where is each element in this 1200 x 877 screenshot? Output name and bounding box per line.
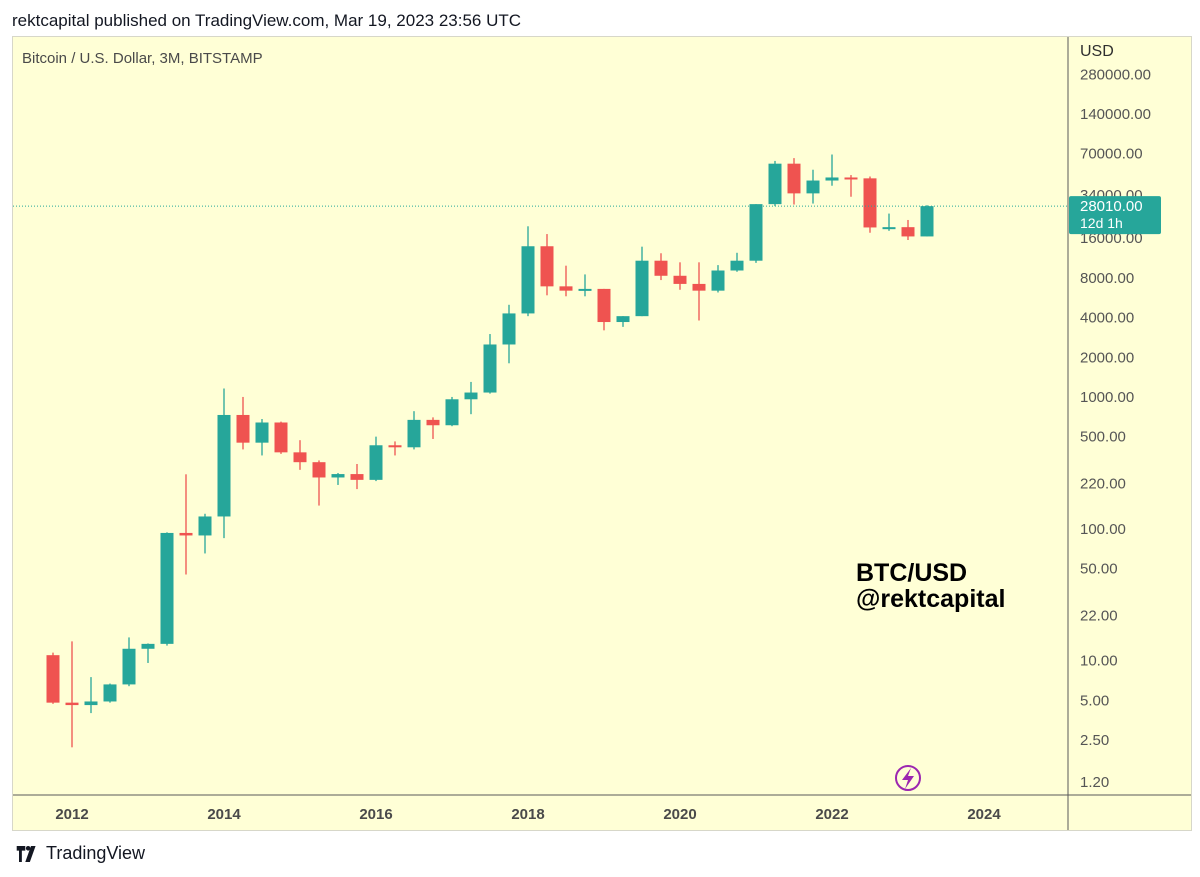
publication-header: rektcapital published on TradingView.com… [12, 11, 522, 30]
candle-body-bullish[interactable] [369, 445, 383, 480]
y-tick-label: 70000.00 [1080, 146, 1143, 163]
candle-body-bearish[interactable] [692, 283, 706, 291]
candle-body-bullish[interactable] [407, 419, 421, 448]
chart-area[interactable] [12, 36, 1192, 831]
candle-body-bullish[interactable] [882, 227, 896, 230]
y-tick-label: 10.00 [1080, 653, 1118, 670]
candle-body-bullish[interactable] [502, 313, 516, 345]
candle-body-bullish[interactable] [217, 414, 231, 517]
candle-body-bullish[interactable] [445, 399, 459, 426]
y-tick-label: 100.00 [1080, 521, 1126, 538]
candle-body-bullish[interactable] [749, 204, 763, 261]
candle-body-bullish[interactable] [198, 516, 212, 536]
candle-body-bullish[interactable] [521, 246, 535, 314]
candle-body-bearish[interactable] [236, 414, 250, 443]
candle-body-bearish[interactable] [274, 422, 288, 453]
y-tick-label: 2.50 [1080, 732, 1109, 749]
lightning-icon-bolt [902, 768, 914, 789]
y-tick-label: 1.20 [1080, 774, 1109, 791]
current-price-label: 28010.00 [1080, 198, 1143, 215]
y-tick-label: 22.00 [1080, 607, 1118, 624]
y-tick-label: 8000.00 [1080, 270, 1134, 287]
y-tick-label: 2000.00 [1080, 349, 1134, 366]
candle-body-bullish[interactable] [464, 392, 478, 400]
candle-body-bearish[interactable] [559, 286, 573, 291]
symbol-legend[interactable]: Bitcoin / U.S. Dollar, 3M, BITSTAMP [22, 50, 263, 67]
candle-body-bullish[interactable] [768, 163, 782, 205]
lightning-icon-ring [895, 765, 921, 791]
x-tick-label: 2016 [359, 806, 392, 823]
tradingview-logo-icon [16, 845, 36, 862]
candle-body-bullish[interactable] [711, 270, 725, 291]
candle-body-bullish[interactable] [825, 177, 839, 181]
x-tick-label: 2018 [511, 806, 544, 823]
candle-body-bearish[interactable] [388, 445, 402, 448]
price-axis-currency: USD [1080, 43, 1114, 60]
candle-body-bullish[interactable] [920, 206, 934, 237]
candles-layer [46, 154, 934, 748]
candle-body-bearish[interactable] [179, 532, 193, 536]
y-tick-label: 220.00 [1080, 476, 1126, 493]
candle-body-bearish[interactable] [426, 419, 440, 426]
candle-body-bullish[interactable] [122, 648, 136, 685]
x-tick-label: 2024 [967, 806, 1001, 823]
axes-layer: 280000.00140000.0070000.0034000.0016000.… [13, 37, 1191, 830]
candle-body-bearish[interactable] [901, 227, 915, 237]
candle-body-bullish[interactable] [84, 701, 98, 706]
y-tick-label: 16000.00 [1080, 230, 1143, 247]
candle-body-bullish[interactable] [160, 532, 174, 644]
x-tick-label: 2022 [815, 806, 848, 823]
candle-body-bearish[interactable] [863, 178, 877, 228]
x-tick-label: 2014 [207, 806, 241, 823]
candle-body-bearish[interactable] [312, 462, 326, 478]
candle-body-bearish[interactable] [654, 260, 668, 276]
candle-body-bullish[interactable] [616, 316, 630, 323]
candle-body-bullish[interactable] [483, 344, 497, 393]
y-tick-label: 50.00 [1080, 560, 1118, 577]
lightning-icon[interactable] [895, 765, 921, 791]
x-tick-label: 2020 [663, 806, 696, 823]
candle-body-bullish[interactable] [331, 474, 345, 478]
brand-name: TradingView [46, 843, 146, 863]
candle-body-bearish[interactable] [350, 474, 364, 480]
annotation-pair: BTC/USD [856, 559, 967, 587]
y-tick-label: 280000.00 [1080, 66, 1151, 83]
candle-body-bullish[interactable] [141, 643, 155, 649]
tradingview-brand[interactable]: TradingView [14, 843, 145, 864]
candle-body-bullish[interactable] [578, 288, 592, 291]
y-tick-label: 1000.00 [1080, 389, 1134, 406]
candle-body-bearish[interactable] [787, 163, 801, 194]
candle-body-bullish[interactable] [730, 260, 744, 271]
y-tick-label: 5.00 [1080, 692, 1109, 709]
candle-body-bearish[interactable] [293, 452, 307, 463]
current-price-badge[interactable] [1069, 196, 1161, 235]
x-tick-label: 2012 [55, 806, 88, 823]
candle-body-bearish[interactable] [65, 702, 79, 706]
candle-body-bearish[interactable] [597, 288, 611, 323]
candle-body-bearish[interactable] [46, 655, 60, 703]
y-tick-label: 4000.00 [1080, 310, 1134, 327]
candle-body-bullish[interactable] [103, 684, 117, 702]
candle-body-bullish[interactable] [806, 180, 820, 194]
candle-body-bullish[interactable] [635, 260, 649, 317]
candle-body-bearish[interactable] [844, 177, 858, 180]
candle-body-bearish[interactable] [540, 246, 554, 287]
annotation-author: @rektcapital [856, 585, 1005, 613]
y-tick-label: 500.00 [1080, 429, 1126, 446]
candle-body-bearish[interactable] [673, 275, 687, 284]
y-tick-label: 140000.00 [1080, 106, 1151, 123]
bar-countdown-label: 12d 1h [1080, 215, 1123, 231]
candle-body-bullish[interactable] [255, 422, 269, 443]
